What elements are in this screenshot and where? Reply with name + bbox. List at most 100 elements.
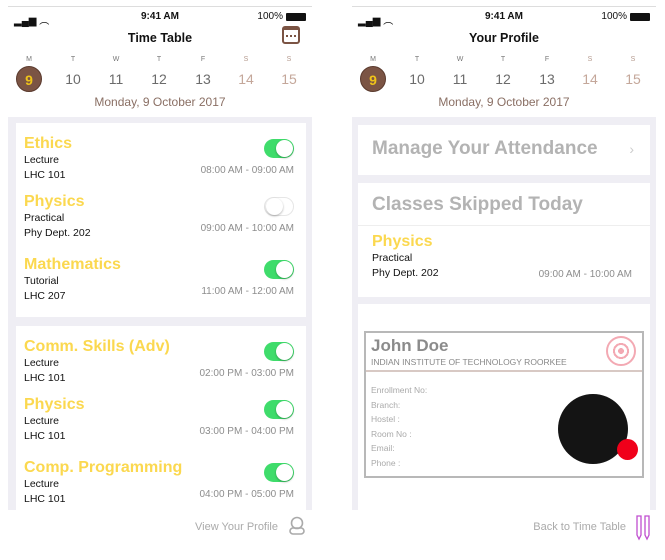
class-room: LHC 101 [24, 169, 66, 181]
class-name: Comp. Programming [24, 459, 183, 476]
class-room: LHC 207 [24, 290, 66, 302]
class-name: Physics [372, 233, 433, 250]
id-field-label: Branch: [371, 399, 401, 410]
class-row: Comp. Programming Lecture LHC 101 04:00 … [24, 459, 294, 510]
day-number: 14 [238, 71, 254, 87]
class-name: Physics [24, 396, 85, 413]
selected-date: Monday, 9 October 2017 [94, 95, 226, 109]
day-letter: S [630, 56, 636, 63]
day-letter: S [243, 56, 249, 63]
skipped-class-row: Physics Practical Phy Dept. 202 09:00 AM… [372, 233, 632, 289]
day-number: 15 [625, 71, 641, 87]
attendance-toggle[interactable] [264, 260, 294, 279]
class-name: Comm. Skills (Adv) [24, 338, 170, 355]
status-dot [617, 439, 638, 460]
day-number: 10 [409, 71, 425, 87]
id-field-label: Phone : [371, 457, 401, 468]
chevron-right-icon: › [629, 141, 634, 157]
institute-name: INDIAN INSTITUTE OF TECHNOLOGY ROORKEE [371, 357, 567, 367]
attendance-toggle[interactable] [264, 400, 294, 419]
day-letter: S [587, 56, 593, 63]
day-number: 13 [539, 71, 555, 87]
day-letter: T [414, 56, 420, 63]
class-time: 11:00 AM - 12:00 AM [201, 286, 294, 297]
day-letter: F [544, 56, 550, 63]
attendance-toggle[interactable] [264, 197, 294, 216]
attendance-toggle[interactable] [264, 342, 294, 361]
page-title: Your Profile [469, 31, 539, 45]
day-15[interactable]: S 15 [272, 54, 306, 92]
day-15[interactable]: S 15 [616, 54, 650, 92]
institute-seal-logo [606, 336, 636, 366]
day-number: 15 [281, 71, 297, 87]
day-number: 12 [151, 71, 167, 87]
view-profile-link[interactable]: View Your Profile [195, 521, 278, 533]
day-letter: T [156, 56, 162, 63]
class-name: Physics [24, 193, 85, 210]
student-id-card: John Doe INDIAN INSTITUTE OF TECHNOLOGY … [364, 331, 644, 478]
attendance-toggle[interactable] [264, 463, 294, 482]
day-letter: S [286, 56, 292, 63]
day-letter: T [70, 56, 76, 63]
day-number: 11 [108, 71, 124, 87]
id-field-label: Enrollment No: [371, 385, 428, 395]
id-field-label: Hostel : [371, 414, 400, 425]
day-letter: W [112, 56, 120, 63]
manage-attendance-button[interactable]: Manage Your Attendance › [358, 125, 650, 175]
class-room: Phy Dept. 202 [372, 267, 439, 279]
manage-attendance-label: Manage Your Attendance [372, 138, 598, 159]
class-type: Practical [24, 212, 65, 224]
page-title: Time Table [127, 31, 193, 45]
morning-classes-card: Ethics Lecture LHC 101 08:00 AM - 09:00 … [16, 123, 306, 317]
status-bar: ▂▄▆ ︵ 9:41 AM 100% [8, 11, 312, 27]
class-type: Lecture [24, 154, 60, 166]
status-time: 9:41 AM [141, 11, 179, 22]
day-13[interactable]: F 13 [530, 54, 564, 92]
day-12[interactable]: T 12 [486, 54, 520, 92]
class-room: LHC 101 [24, 430, 66, 442]
student-name: John Doe [371, 336, 449, 355]
battery-percent: 100% [257, 11, 283, 22]
day-letter: M [26, 56, 32, 63]
day-11[interactable]: W 11 [443, 54, 477, 92]
day-11[interactable]: W 11 [99, 54, 133, 92]
selected-date: Monday, 9 October 2017 [438, 95, 570, 109]
calendar-icon[interactable] [282, 26, 300, 44]
day-number: 13 [195, 71, 211, 87]
class-time: 09:00 AM - 10:00 AM [200, 223, 294, 234]
day-14[interactable]: S 14 [229, 54, 263, 92]
id-field-label: Room No : [371, 428, 412, 439]
day-10[interactable]: T 10 [56, 54, 90, 92]
day-number: 10 [65, 71, 81, 87]
class-room: LHC 101 [24, 493, 66, 505]
class-name: Ethics [24, 135, 73, 152]
back-to-timetable-link[interactable]: Back to Time Table [533, 521, 626, 533]
profile-icon[interactable] [288, 516, 306, 536]
class-time: 04:00 PM - 05:00 PM [199, 489, 295, 500]
day-12[interactable]: T 12 [142, 54, 176, 92]
class-time: 02:00 PM - 03:00 PM [199, 368, 295, 379]
day-13[interactable]: F 13 [186, 54, 220, 92]
class-row: Ethics Lecture LHC 101 08:00 AM - 09:00 … [24, 135, 294, 191]
class-time: 03:00 PM - 04:00 PM [199, 426, 295, 437]
status-bar: ▂▄▆ ︵ 9:41 AM 100% [352, 11, 656, 27]
class-type: Lecture [24, 415, 60, 427]
day-number: 12 [495, 71, 511, 87]
class-room: Phy Dept. 202 [24, 227, 91, 239]
class-row: Physics Lecture LHC 101 03:00 PM - 04:00… [24, 396, 294, 452]
class-type: Practical [372, 252, 413, 264]
pencils-icon[interactable] [634, 513, 652, 541]
status-time: 9:41 AM [485, 11, 523, 22]
day-14[interactable]: S 14 [573, 54, 607, 92]
day-letter: M [370, 56, 376, 63]
skipped-classes-card: Classes Skipped Today Physics Practical … [358, 183, 650, 297]
attendance-toggle[interactable] [264, 139, 294, 158]
day-number: 9 [16, 66, 42, 92]
battery-percent: 100% [601, 11, 627, 22]
class-row: Mathematics Tutorial LHC 207 11:00 AM - … [24, 256, 294, 312]
day-number: 9 [360, 66, 386, 92]
class-type: Tutorial [24, 275, 59, 287]
day-10[interactable]: T 10 [400, 54, 434, 92]
